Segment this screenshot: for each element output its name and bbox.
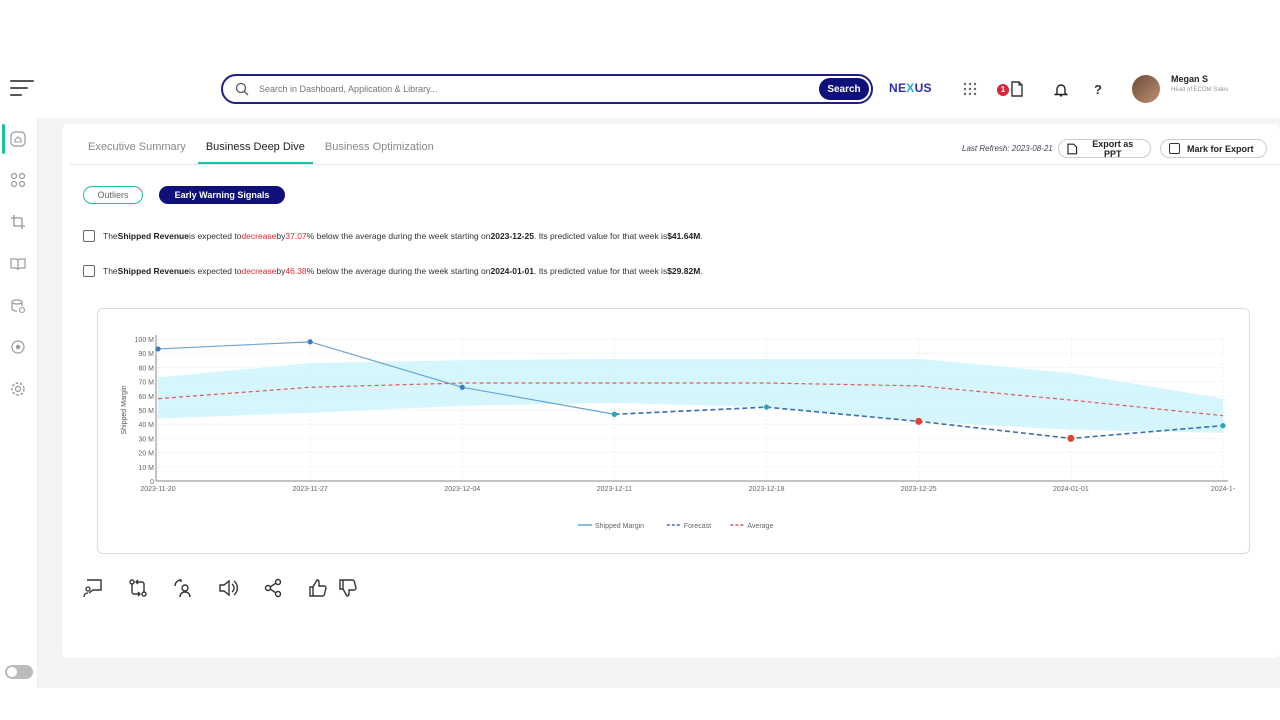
x-tick-label: 2023-12-25 — [901, 486, 937, 493]
export-ppt-button[interactable]: Export as PPT — [1058, 139, 1151, 159]
help-icon[interactable]: ? — [1094, 81, 1102, 97]
sidebar-active-indicator — [2, 124, 5, 154]
thumbs-down-icon[interactable] — [337, 577, 359, 599]
alert-row: The Shipped Revenue is expected to decre… — [83, 229, 703, 243]
home-icon[interactable] — [10, 131, 26, 147]
mark-export-checkbox-icon — [1169, 143, 1180, 154]
share-icon[interactable] — [262, 577, 284, 599]
search-input[interactable] — [259, 79, 799, 99]
bell-icon[interactable] — [1052, 80, 1070, 98]
legend-label: Shipped Margin — [595, 523, 644, 530]
legend-label: Average — [747, 523, 773, 530]
tab-business-deep-dive[interactable]: Business Deep Dive — [197, 134, 313, 164]
export-file-icon — [1067, 143, 1078, 154]
export-queue-icon[interactable] — [1008, 80, 1026, 98]
top-bar: Search NEXUS ? Megan S Head of ECOM Sale… — [0, 60, 1280, 118]
y-tick-label: 50 M — [138, 408, 154, 415]
settings-icon[interactable] — [10, 381, 26, 397]
search-button[interactable]: Search — [819, 78, 869, 100]
y-tick-label: 90 M — [138, 351, 154, 358]
x-tick-label: 2023-11-27 — [292, 486, 327, 493]
y-tick-label: 20 M — [138, 451, 154, 458]
search-bar: Search — [221, 74, 873, 104]
y-tick-label: 70 M — [138, 380, 154, 387]
x-tick-label: 2024-01-01 — [1053, 486, 1089, 493]
tab-bar: Executive Summary Business Deep Dive Bus… — [80, 134, 446, 164]
series-line-average — [157, 382, 1224, 417]
target-icon[interactable] — [10, 339, 26, 355]
y-tick-label: 80 M — [138, 365, 154, 372]
user-sync-icon[interactable] — [172, 577, 194, 599]
avatar[interactable] — [1132, 75, 1160, 103]
apps-grid-icon[interactable] — [961, 80, 979, 98]
x-tick-label: 2024-1- — [1211, 486, 1236, 493]
x-tick-label: 2023-11-20 — [140, 486, 175, 493]
thumbs-up-icon[interactable] — [307, 577, 329, 599]
crop-icon[interactable] — [10, 214, 26, 230]
user-name: Megan S — [1171, 74, 1209, 84]
compare-icon[interactable] — [127, 577, 149, 599]
book-icon[interactable] — [10, 256, 26, 272]
notification-badge: 1 — [997, 84, 1009, 96]
data-point — [155, 346, 161, 352]
y-tick-label: 30 M — [138, 436, 154, 443]
tab-executive-summary[interactable]: Executive Summary — [88, 141, 186, 153]
action-bar — [82, 577, 382, 599]
search-icon — [235, 82, 249, 96]
speaker-icon[interactable] — [217, 577, 239, 599]
y-tick-label: 100 M — [135, 337, 155, 344]
y-axis-label: Shipped Margin — [121, 385, 128, 434]
alert-checkbox[interactable] — [83, 265, 95, 277]
tab-business-optimization[interactable]: Business Optimization — [324, 141, 434, 153]
data-point — [763, 404, 770, 410]
alert-checkbox[interactable] — [83, 230, 95, 242]
data-icon[interactable] — [10, 298, 26, 314]
last-refresh: Last Refresh: 2023-08-21 — [962, 144, 1053, 153]
dashboard-icon[interactable] — [10, 172, 26, 188]
x-tick-label: 2023-12-04 — [444, 486, 480, 493]
x-tick-label: 2023-12-18 — [749, 486, 785, 493]
series-line-shipped-margin — [157, 341, 615, 415]
data-point — [611, 411, 618, 417]
data-point — [1220, 423, 1226, 429]
user-role: Head of ECOM Sales — [1171, 87, 1229, 93]
tab-divider — [70, 164, 1280, 165]
forecast-chart[interactable]: 0 10 M 20 M 30 M 40 M 50 M 60 M 70 M 80 M 90 M 100… — [98, 309, 1251, 555]
confidence-band — [158, 358, 1223, 433]
alert-row: The Shipped Revenue is expected to decre… — [83, 264, 703, 278]
anomaly-point — [1067, 434, 1075, 442]
y-tick-label: 0 — [150, 479, 154, 486]
y-tick-label: 60 M — [138, 394, 154, 401]
early-warning-filter[interactable]: Early Warning Signals — [159, 186, 285, 204]
legend-label: Forecast — [684, 523, 711, 530]
outliers-filter[interactable]: Outliers — [83, 186, 143, 204]
mark-for-export-button[interactable]: Mark for Export — [1160, 139, 1267, 158]
y-tick-label: 10 M — [138, 465, 154, 472]
anomaly-point — [915, 417, 923, 425]
data-point — [307, 339, 313, 345]
theme-toggle[interactable] — [5, 665, 33, 679]
y-tick-label: 40 M — [138, 422, 154, 429]
x-tick-label: 2023-12-11 — [597, 486, 632, 493]
feedback-icon[interactable] — [82, 577, 104, 599]
chart-card: 0 10 M 20 M 30 M 40 M 50 M 60 M 70 M 80 M 90 M 100… — [97, 308, 1250, 554]
brand-logo: NEXUS — [889, 81, 932, 95]
menu-icon[interactable] — [10, 80, 34, 98]
sidebar — [0, 118, 38, 688]
data-point — [459, 384, 465, 390]
